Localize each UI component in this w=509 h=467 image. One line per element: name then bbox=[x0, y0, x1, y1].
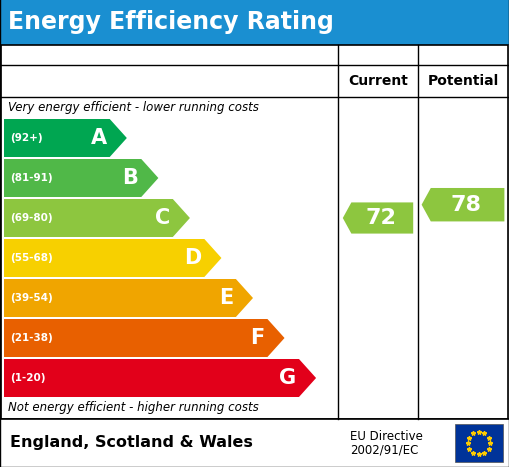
Bar bbox=[0, 419, 509, 467]
Bar bbox=[455, 424, 503, 462]
Text: (21-38): (21-38) bbox=[10, 333, 53, 343]
Polygon shape bbox=[343, 202, 413, 234]
Polygon shape bbox=[421, 188, 504, 221]
Polygon shape bbox=[4, 239, 221, 277]
Polygon shape bbox=[4, 159, 158, 197]
Text: D: D bbox=[184, 248, 202, 268]
Text: (39-54): (39-54) bbox=[10, 293, 53, 303]
Text: 78: 78 bbox=[450, 195, 481, 215]
Text: F: F bbox=[250, 328, 265, 348]
Text: Potential: Potential bbox=[428, 74, 499, 88]
Text: G: G bbox=[279, 368, 296, 388]
Text: B: B bbox=[122, 168, 138, 188]
Text: Not energy efficient - higher running costs: Not energy efficient - higher running co… bbox=[8, 402, 259, 415]
Text: Current: Current bbox=[348, 74, 408, 88]
Text: (55-68): (55-68) bbox=[10, 253, 53, 263]
Text: (69-80): (69-80) bbox=[10, 213, 52, 223]
Text: E: E bbox=[219, 288, 233, 308]
Polygon shape bbox=[4, 279, 253, 317]
Text: (81-91): (81-91) bbox=[10, 173, 52, 183]
Polygon shape bbox=[4, 319, 285, 357]
Polygon shape bbox=[4, 199, 190, 237]
Text: EU Directive: EU Directive bbox=[350, 430, 423, 443]
Polygon shape bbox=[4, 119, 127, 157]
Text: England, Scotland & Wales: England, Scotland & Wales bbox=[10, 436, 253, 451]
Text: 72: 72 bbox=[365, 208, 396, 228]
Bar bbox=[0, 0, 509, 45]
Text: Energy Efficiency Rating: Energy Efficiency Rating bbox=[8, 10, 334, 35]
Text: Very energy efficient - lower running costs: Very energy efficient - lower running co… bbox=[8, 101, 259, 114]
Polygon shape bbox=[4, 359, 316, 397]
Text: A: A bbox=[91, 128, 107, 148]
Text: (1-20): (1-20) bbox=[10, 373, 45, 383]
Text: (92+): (92+) bbox=[10, 133, 43, 143]
Text: 2002/91/EC: 2002/91/EC bbox=[350, 444, 418, 457]
Bar bbox=[1, 45, 508, 419]
Text: C: C bbox=[155, 208, 170, 228]
